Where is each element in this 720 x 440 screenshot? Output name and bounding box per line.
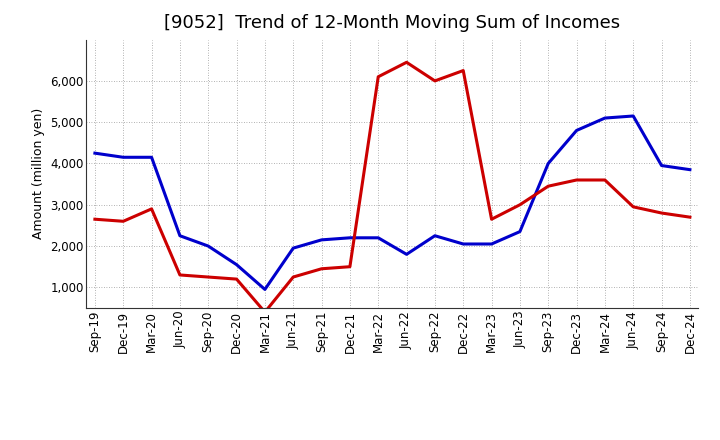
Ordinary Income	[516, 229, 524, 234]
Ordinary Income	[204, 243, 212, 249]
Ordinary Income	[572, 128, 581, 133]
Ordinary Income	[346, 235, 354, 240]
Ordinary Income	[459, 242, 467, 247]
Net Income	[204, 275, 212, 280]
Net Income	[148, 206, 156, 212]
Ordinary Income	[402, 252, 411, 257]
Ordinary Income	[318, 237, 326, 242]
Ordinary Income	[176, 233, 184, 238]
Net Income	[261, 309, 269, 315]
Ordinary Income	[431, 233, 439, 238]
Line: Net Income: Net Income	[95, 62, 690, 312]
Net Income	[233, 276, 241, 282]
Ordinary Income	[487, 242, 496, 247]
Net Income	[685, 215, 694, 220]
Net Income	[402, 60, 411, 65]
Ordinary Income	[233, 262, 241, 267]
Net Income	[374, 74, 382, 79]
Ordinary Income	[148, 154, 156, 160]
Net Income	[459, 68, 467, 73]
Net Income	[91, 216, 99, 222]
Ordinary Income	[91, 150, 99, 156]
Legend: Ordinary Income, Net Income: Ordinary Income, Net Income	[233, 437, 552, 440]
Net Income	[318, 266, 326, 271]
Ordinary Income	[289, 246, 297, 251]
Net Income	[289, 275, 297, 280]
Ordinary Income	[657, 163, 666, 168]
Net Income	[431, 78, 439, 84]
Title: [9052]  Trend of 12-Month Moving Sum of Incomes: [9052] Trend of 12-Month Moving Sum of I…	[164, 15, 621, 33]
Ordinary Income	[374, 235, 382, 240]
Net Income	[629, 204, 637, 209]
Ordinary Income	[544, 161, 552, 166]
Ordinary Income	[685, 167, 694, 172]
Net Income	[657, 210, 666, 216]
Y-axis label: Amount (million yen): Amount (million yen)	[32, 108, 45, 239]
Net Income	[572, 177, 581, 183]
Ordinary Income	[119, 154, 127, 160]
Net Income	[119, 219, 127, 224]
Net Income	[544, 183, 552, 189]
Line: Ordinary Income: Ordinary Income	[95, 116, 690, 290]
Ordinary Income	[629, 114, 637, 119]
Net Income	[600, 177, 609, 183]
Ordinary Income	[261, 287, 269, 292]
Net Income	[487, 216, 496, 222]
Net Income	[516, 202, 524, 207]
Ordinary Income	[600, 115, 609, 121]
Net Income	[346, 264, 354, 269]
Net Income	[176, 272, 184, 278]
